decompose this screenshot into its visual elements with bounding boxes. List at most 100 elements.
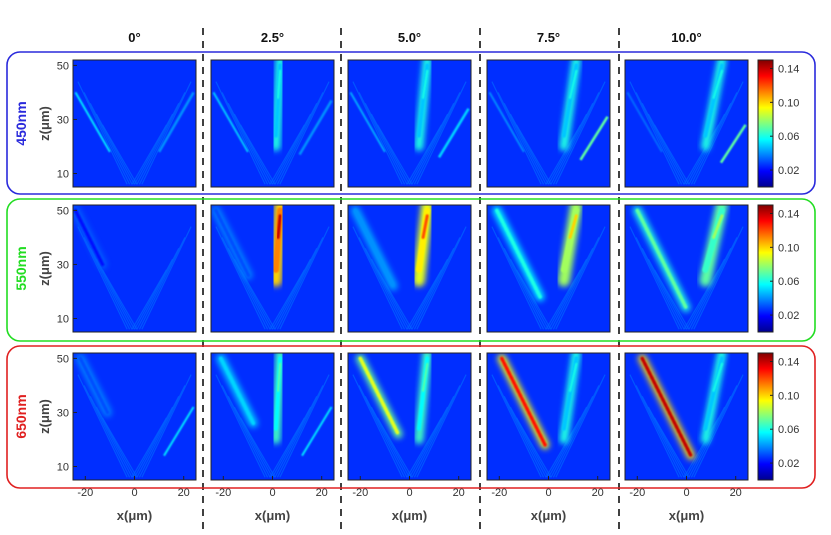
side-lobe-core [78, 356, 110, 415]
heatmap-panel [347, 204, 472, 333]
focal-line-peak [277, 362, 282, 392]
diffraction-streak [413, 385, 461, 478]
diffraction-streak [141, 374, 192, 478]
column-title: 2.5° [261, 30, 284, 45]
diffraction-streak [358, 237, 406, 330]
diffraction-streak [690, 92, 738, 185]
x-tick-label: 0 [683, 487, 689, 499]
diffraction-streak [377, 417, 413, 478]
side-lobe-left [349, 91, 386, 153]
diffraction-streak [555, 374, 606, 478]
diffraction-streak [102, 417, 138, 478]
diffraction-streak [491, 226, 542, 330]
diffraction-streak [131, 124, 167, 185]
column-title: 5.0° [398, 30, 421, 45]
diffraction-streak [693, 81, 744, 185]
diffraction-streak [690, 385, 738, 478]
heatmap-panel [72, 59, 197, 188]
x-axis-label: x(μm) [392, 508, 427, 523]
focal-line-peak [277, 69, 282, 99]
diffraction-streak [406, 269, 442, 330]
heatmap-background [487, 60, 610, 187]
heatmap-field [74, 60, 195, 185]
diffraction-streak [377, 269, 413, 330]
row-label: 450nm [13, 101, 29, 145]
side-lobe-core [219, 356, 256, 426]
diffraction-streak [416, 226, 467, 330]
heatmap-field [75, 353, 195, 478]
y-tick-label: 30 [57, 114, 69, 126]
panel-frame [210, 204, 335, 333]
row-label: 550nm [13, 246, 29, 290]
diffraction-streak [406, 417, 442, 478]
panel-frame [72, 59, 197, 188]
side-lobe-core [495, 208, 542, 299]
diffraction-streak [497, 385, 545, 478]
heatmap-field [349, 60, 470, 185]
diffraction-streak [629, 226, 680, 330]
diffraction-streak [635, 92, 683, 185]
colorbar-tick-label: 0.14 [778, 63, 799, 75]
panel-frame [72, 204, 197, 333]
x-axis-label: x(μm) [669, 508, 704, 523]
focal-line-peak [276, 214, 282, 239]
diffraction-streak [102, 124, 138, 185]
diffraction-streak [690, 237, 738, 330]
y-tick-label: 50 [57, 353, 69, 365]
diffraction-streak [141, 81, 192, 185]
side-lobe-left [488, 91, 525, 153]
diffraction-streak [683, 417, 719, 478]
diffraction-streak [545, 124, 581, 185]
heatmap-field [215, 353, 333, 478]
focal-line-peak [569, 362, 578, 392]
diffraction-streak [352, 374, 403, 478]
heatmap-panel [72, 352, 197, 481]
x-tick-label: 20 [316, 487, 328, 499]
diffraction-streak [552, 92, 600, 185]
side-lobe-left [626, 91, 663, 153]
diffraction-streak [102, 269, 138, 330]
x-axis-label: x(μm) [531, 508, 566, 523]
side-lobe-core [640, 356, 693, 458]
colorbar [757, 352, 774, 481]
heatmap-field [212, 60, 333, 185]
x-tick-label: -20 [77, 487, 93, 499]
row-label: 650nm [13, 394, 29, 438]
x-tick-label: -20 [491, 487, 507, 499]
colorbar-tick-label: 0.02 [778, 458, 799, 470]
colorbar-tick-label: 0.10 [778, 390, 799, 402]
diffraction-streak [138, 385, 186, 478]
diffraction-streak [552, 237, 600, 330]
heatmap-panel [624, 352, 749, 481]
side-lobe-left [212, 91, 249, 153]
x-tick-label: 0 [406, 487, 412, 499]
y-tick-label: 50 [57, 205, 69, 217]
heatmap-panel [486, 204, 611, 333]
x-tick-label: 20 [178, 487, 190, 499]
heatmap-background [348, 205, 471, 332]
heatmap-field [211, 205, 330, 330]
x-tick-label: 0 [269, 487, 275, 499]
side-lobe-right [157, 91, 195, 153]
heatmap-field [352, 353, 467, 478]
diffraction-streak [138, 237, 186, 330]
diffraction-streak [683, 269, 719, 330]
heatmap-field [350, 205, 467, 330]
colorbar-tick-label: 0.02 [778, 310, 799, 322]
diffraction-streak [358, 385, 406, 478]
column-dividers [202, 28, 620, 530]
diffraction-streak [683, 124, 719, 185]
panel-frame [624, 204, 749, 333]
heatmap-panel [624, 204, 749, 333]
x-tick-label: 0 [545, 487, 551, 499]
colorbar-tick-label: 0.06 [778, 131, 799, 143]
x-tick-label: 20 [592, 487, 604, 499]
diffraction-streak [215, 374, 266, 478]
side-lobe-core [353, 208, 396, 288]
diffraction-streak [279, 226, 330, 330]
diffraction-streak [497, 92, 545, 185]
focal-line-peak [569, 69, 578, 99]
diffraction-streak [654, 124, 690, 185]
colorbar-tick-label: 0.02 [778, 165, 799, 177]
side-lobe-right [298, 99, 333, 156]
